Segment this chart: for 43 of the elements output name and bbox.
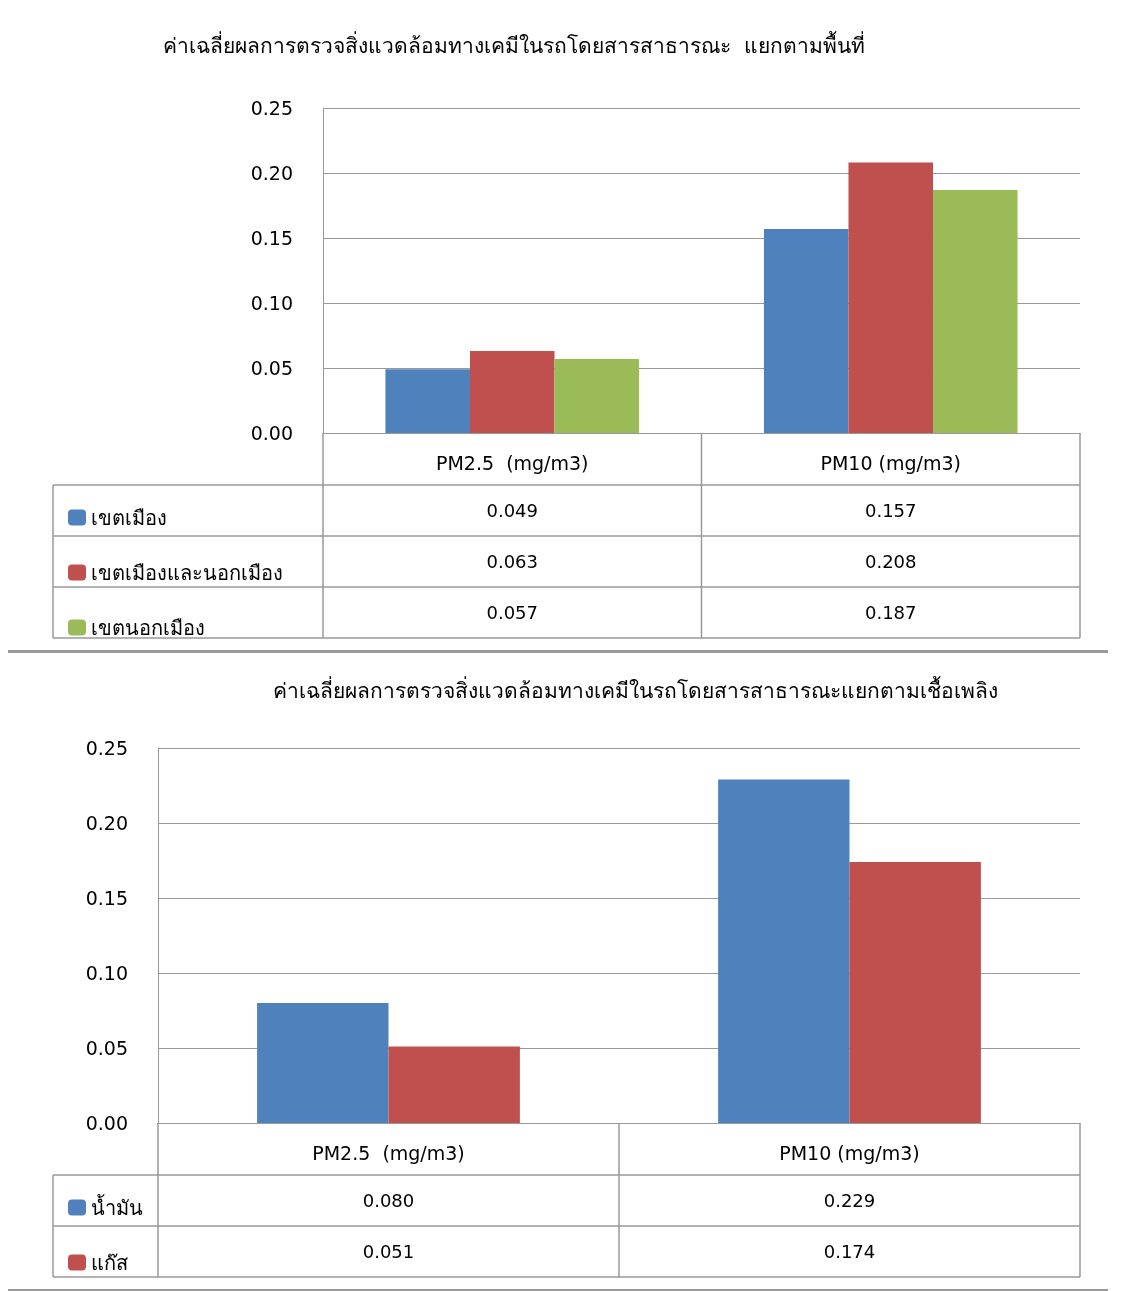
y-tick-label: 0.05 [85,1037,128,1059]
bar [718,779,850,1123]
y-tick-label: 0.05 [250,357,293,379]
data-label: 0.063 [486,551,539,572]
y-tick-label: 0.00 [250,422,293,444]
y-tick-label: 0.25 [250,97,293,119]
bar [554,358,640,433]
data-label: 0.229 [823,1190,876,1211]
chart-title: ค่าเฉลี่ยผลการตรวจสิ่งแวดล้อมทางเคมีในรถโดยสารสาธารณะแยกตามเชื้อเพลิง [273,675,998,703]
data-label: 0.080 [362,1190,415,1211]
x-tick-label: PM2.5 (mg/m3) [435,451,589,474]
legend-label: เขตนอกเมือง [91,615,205,640]
bar [385,369,470,433]
y-tick-label: 0.15 [85,887,128,909]
x-tick-label: PM2.5 (mg/m3) [312,1141,465,1164]
bar [763,228,849,433]
bar [848,162,934,433]
x-tick-label: PM10 (mg/m3) [820,451,961,474]
data-label: 0.157 [864,500,917,521]
x-tick-label: PM10 (mg/m3) [779,1141,920,1164]
legend-label: เขตเมือง [91,505,167,530]
y-tick-label: 0.00 [85,1112,128,1134]
bar [257,1003,389,1123]
data-label: 0.057 [486,602,539,623]
bar [933,189,1018,433]
legend-label: น้ำมัน [91,1193,143,1220]
bar [469,351,555,433]
data-label: 0.051 [362,1241,415,1262]
bar [849,862,981,1123]
y-tick-label: 0.20 [85,812,128,834]
y-tick-label: 0.10 [85,962,128,984]
data-label: 0.174 [823,1241,876,1262]
chart-title: ค่าเฉลี่ยผลการตรวจสิ่งแวดล้อมทางเคมีในรถโดยสารสาธารณะ แยกตามพื้นที่ [163,30,866,58]
data-label: 0.049 [486,500,539,521]
y-tick-label: 0.15 [250,227,293,249]
data-label: 0.208 [864,551,917,572]
bar [388,1046,520,1123]
y-tick-label: 0.10 [250,292,293,314]
legend-label: เขตเมืองและนอกเมือง [91,560,283,585]
data-label: 0.187 [864,602,917,623]
legend-label: แก๊ส [91,1250,128,1275]
y-tick-label: 0.20 [250,162,293,184]
y-tick-label: 0.25 [85,737,128,759]
